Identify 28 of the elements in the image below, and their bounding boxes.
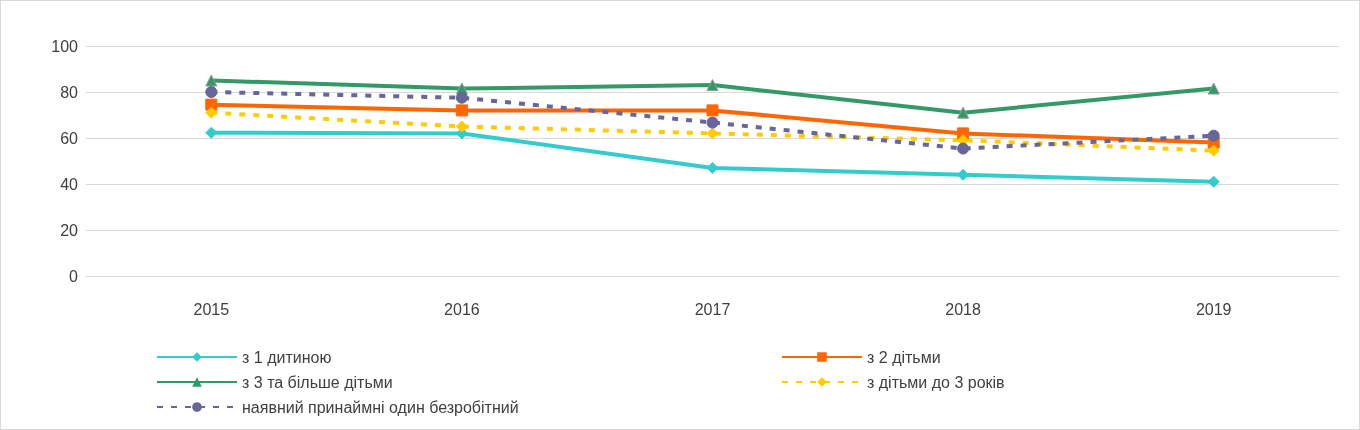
point xyxy=(706,104,719,117)
legend-label: з 2 дітьми xyxy=(867,348,941,366)
legend-label: з 1 дитиною xyxy=(242,348,332,366)
y-tick-label: 20 xyxy=(60,221,79,239)
point xyxy=(205,86,218,98)
x-tick-label: 2015 xyxy=(193,300,230,318)
legend-label: з дітьми до 3 років xyxy=(867,373,1005,391)
point xyxy=(957,106,970,119)
point xyxy=(1207,82,1220,95)
y-tick-label: 100 xyxy=(51,37,79,55)
y-tick-label: 80 xyxy=(60,83,79,101)
point xyxy=(205,74,218,87)
y-tick-label: 60 xyxy=(60,129,79,147)
y-tick-label: 0 xyxy=(69,267,79,285)
legend-label: наявний принаймні один безробітний xyxy=(242,398,519,416)
x-tick-label: 2017 xyxy=(694,300,731,318)
x-tick-label: 2016 xyxy=(444,300,480,318)
x-tick-label: 2019 xyxy=(1195,300,1232,318)
point xyxy=(205,106,218,119)
point xyxy=(957,142,970,155)
y-tick-label: 40 xyxy=(60,175,79,193)
legend-label: з 3 та більше дітьми xyxy=(242,373,393,391)
point xyxy=(1207,129,1220,142)
point xyxy=(706,79,719,92)
point xyxy=(455,104,468,117)
point xyxy=(706,116,719,129)
point xyxy=(455,91,468,104)
x-tick-label: 2018 xyxy=(945,300,981,318)
